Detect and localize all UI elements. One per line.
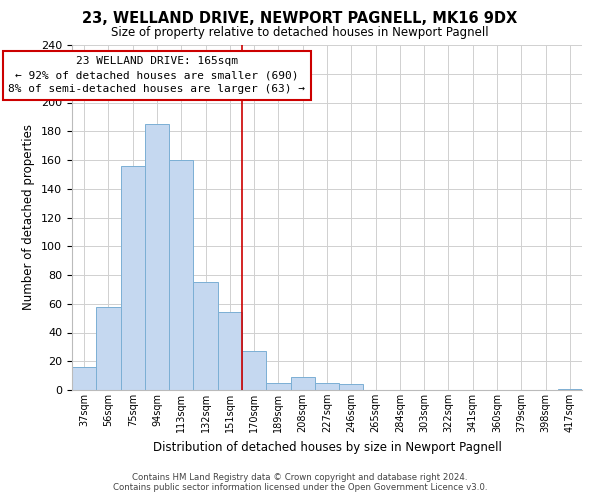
Text: 23 WELLAND DRIVE: 165sqm
← 92% of detached houses are smaller (690)
8% of semi-d: 23 WELLAND DRIVE: 165sqm ← 92% of detach… bbox=[8, 56, 305, 94]
Text: 23, WELLAND DRIVE, NEWPORT PAGNELL, MK16 9DX: 23, WELLAND DRIVE, NEWPORT PAGNELL, MK16… bbox=[82, 11, 518, 26]
Bar bbox=[558, 388, 582, 390]
Bar bbox=[193, 282, 218, 390]
Bar bbox=[266, 383, 290, 390]
Bar bbox=[72, 367, 96, 390]
Bar bbox=[145, 124, 169, 390]
X-axis label: Distribution of detached houses by size in Newport Pagnell: Distribution of detached houses by size … bbox=[152, 440, 502, 454]
Bar bbox=[121, 166, 145, 390]
Bar bbox=[218, 312, 242, 390]
Bar bbox=[339, 384, 364, 390]
Bar bbox=[242, 351, 266, 390]
Text: Contains HM Land Registry data © Crown copyright and database right 2024.
Contai: Contains HM Land Registry data © Crown c… bbox=[113, 473, 487, 492]
Bar bbox=[96, 306, 121, 390]
Bar bbox=[290, 377, 315, 390]
Bar bbox=[169, 160, 193, 390]
Y-axis label: Number of detached properties: Number of detached properties bbox=[22, 124, 35, 310]
Text: Size of property relative to detached houses in Newport Pagnell: Size of property relative to detached ho… bbox=[111, 26, 489, 39]
Bar bbox=[315, 383, 339, 390]
